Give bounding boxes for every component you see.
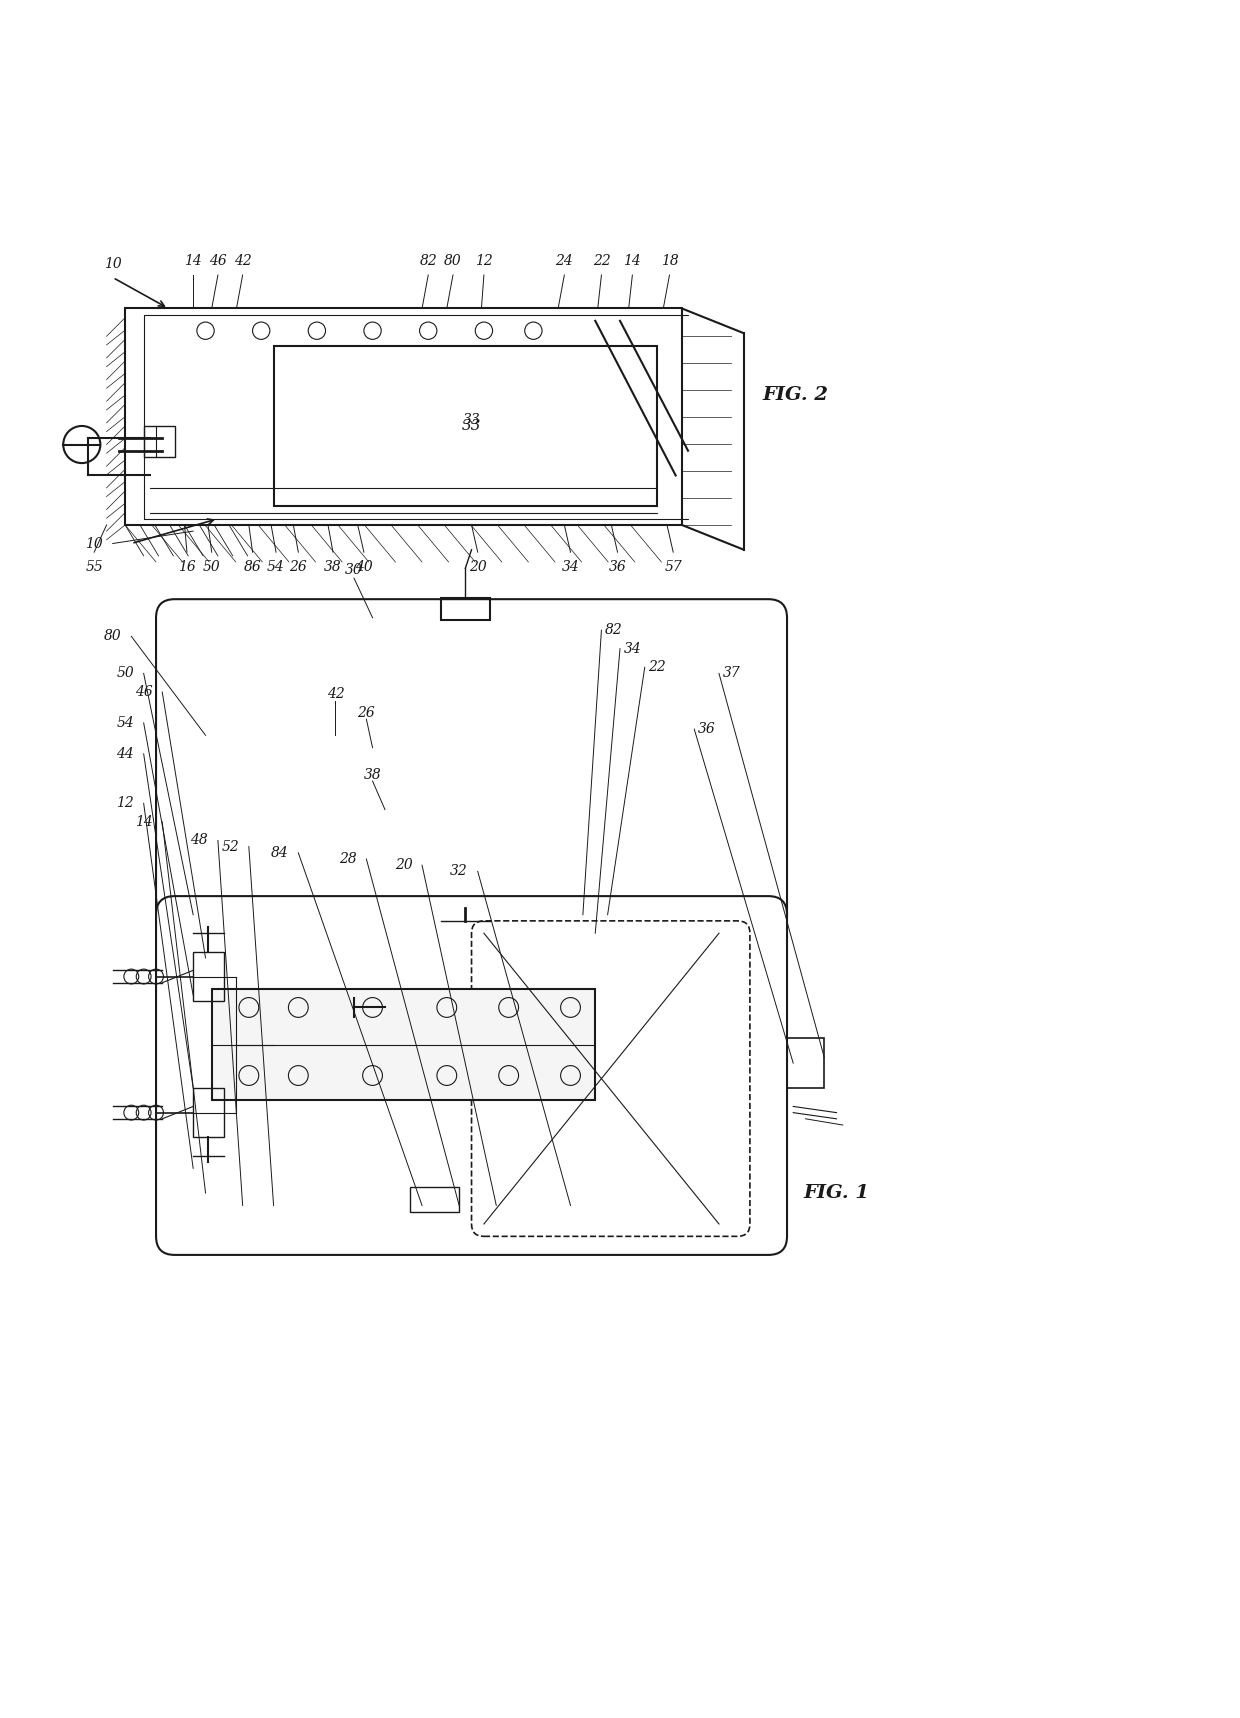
Text: 10: 10: [104, 258, 122, 271]
Text: 36: 36: [609, 560, 626, 574]
Text: FIG. 1: FIG. 1: [804, 1184, 869, 1203]
Bar: [193, 952, 224, 1002]
Bar: [193, 1087, 224, 1137]
Text: 33: 33: [461, 419, 481, 433]
Text: 10: 10: [86, 536, 103, 550]
Text: 40: 40: [355, 560, 373, 574]
Text: FIG. 2: FIG. 2: [763, 387, 828, 404]
Text: 22: 22: [593, 254, 610, 268]
Text: 50: 50: [117, 667, 134, 680]
Text: 32: 32: [450, 864, 467, 878]
Text: 14: 14: [135, 814, 153, 828]
Text: 57: 57: [665, 560, 682, 574]
Bar: [787, 1038, 825, 1087]
Text: 12: 12: [117, 797, 134, 811]
FancyBboxPatch shape: [156, 897, 787, 1254]
Text: 42: 42: [326, 687, 345, 701]
Text: 34: 34: [624, 641, 641, 656]
Text: 18: 18: [661, 254, 678, 268]
Text: 80: 80: [104, 629, 122, 643]
FancyBboxPatch shape: [156, 600, 787, 933]
Text: 44: 44: [117, 747, 134, 761]
Text: 20: 20: [394, 859, 413, 873]
Text: 20: 20: [469, 560, 486, 574]
Text: 22: 22: [649, 660, 666, 673]
Bar: [144, 426, 175, 457]
Text: 38: 38: [324, 560, 342, 574]
Text: 38: 38: [363, 768, 382, 782]
Text: 54: 54: [267, 560, 285, 574]
Text: 82: 82: [605, 624, 622, 637]
Bar: [274, 345, 657, 507]
Text: 86: 86: [244, 560, 262, 574]
Text: 28: 28: [339, 852, 357, 866]
Text: 30: 30: [345, 564, 363, 577]
Text: 12: 12: [475, 254, 492, 268]
Text: 46: 46: [135, 685, 153, 699]
Text: 34: 34: [562, 560, 579, 574]
Text: 42: 42: [234, 254, 252, 268]
Bar: [409, 1187, 459, 1211]
Text: 82: 82: [419, 254, 438, 268]
Text: 37: 37: [723, 667, 740, 680]
Text: 14: 14: [624, 254, 641, 268]
Text: 26: 26: [289, 560, 308, 574]
Text: 80: 80: [444, 254, 461, 268]
Text: 16: 16: [179, 560, 196, 574]
Text: 46: 46: [210, 254, 227, 268]
Text: 54: 54: [117, 716, 134, 730]
Bar: [212, 990, 595, 1100]
Text: 26: 26: [357, 706, 376, 720]
Text: 84: 84: [270, 845, 289, 859]
Text: 24: 24: [556, 254, 573, 268]
Text: 48: 48: [191, 833, 208, 847]
Text: 50: 50: [203, 560, 221, 574]
Text: 52: 52: [222, 840, 239, 854]
Text: 14: 14: [185, 254, 202, 268]
Bar: [440, 598, 490, 620]
Text: 55: 55: [86, 560, 103, 574]
Text: 33: 33: [463, 412, 480, 426]
Text: 36: 36: [698, 722, 715, 735]
